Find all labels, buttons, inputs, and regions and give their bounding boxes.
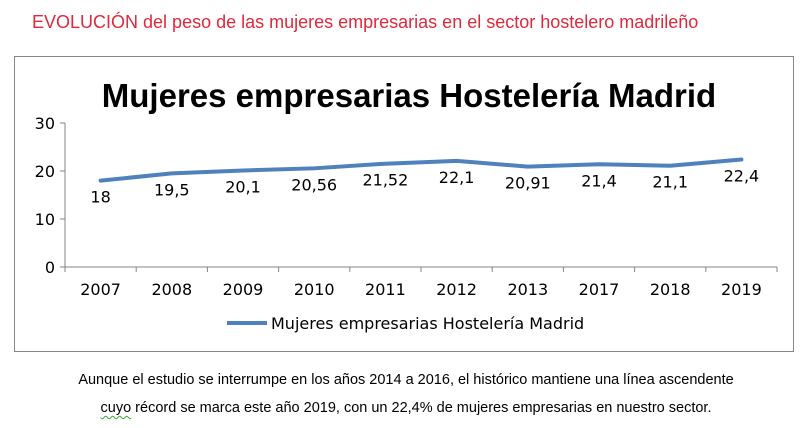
x-tick-label: 2012 [436,280,477,299]
x-tick-label: 2011 [365,280,406,299]
heading-highlight: EVOLUCIÓN [32,12,139,32]
caption-line-1: Aunque el estudio se interrumpe en los a… [78,372,734,388]
data-label: 22,1 [439,168,475,187]
data-labels: 18 19,5 20,1 20,56 21,52 22,1 20,91 21,4 21,1 22,… [90,166,759,206]
y-axis: 0 10 20 30 [35,114,65,277]
caption: Aunque el estudio se interrumpe en los a… [0,366,812,422]
data-label: 19,5 [154,180,190,199]
x-tick-label: 2008 [151,280,192,299]
x-tick-label: 2017 [579,280,620,299]
line-chart: Mujeres empresarias Hostelería Madrid 0 1… [35,77,778,333]
x-tick-label: 2007 [80,280,121,299]
data-label: 20,1 [225,178,261,197]
y-tick-label: 30 [35,114,55,133]
data-label: 22,4 [724,166,760,185]
x-tick-label: 2018 [650,280,691,299]
chart-title: Mujeres empresarias Hostelería Madrid [102,77,716,114]
x-axis: 2007 2008 2009 2010 2011 2012 2013 2017 2018 2019 [64,267,778,299]
data-label: 21,52 [362,171,408,190]
caption-line-2-rest: récord se marca este año 2019, con un 22… [131,400,712,416]
data-label: 21,1 [652,173,688,192]
series-line [98,157,744,183]
x-tick-label: 2009 [223,280,264,299]
legend-label: Mujeres empresarias Hostelería Madrid [271,314,584,333]
caption-line-2: cuyo récord se marca este año 2019, con … [0,394,812,422]
x-tick-label: 2010 [294,280,335,299]
y-tick-label: 20 [35,162,55,181]
chart-frame: Mujeres empresarias Hostelería Madrid 0 1… [14,56,794,352]
legend: Mujeres empresarias Hostelería Madrid [227,314,584,333]
data-label: 20,56 [291,175,337,194]
caption-underlined-word: cuyo [100,400,132,416]
page-heading: EVOLUCIÓN del peso de las mujeres empres… [32,12,792,33]
x-tick-label: 2019 [721,280,762,299]
data-label: 20,91 [505,174,551,193]
y-tick-label: 0 [45,258,55,277]
heading-rest: del peso de las mujeres empresarias en e… [138,12,699,32]
y-tick-label: 10 [35,210,55,229]
series-group [98,157,744,183]
x-tick-label: 2013 [507,280,548,299]
data-label: 18 [90,188,110,207]
data-label: 21,4 [581,171,617,190]
